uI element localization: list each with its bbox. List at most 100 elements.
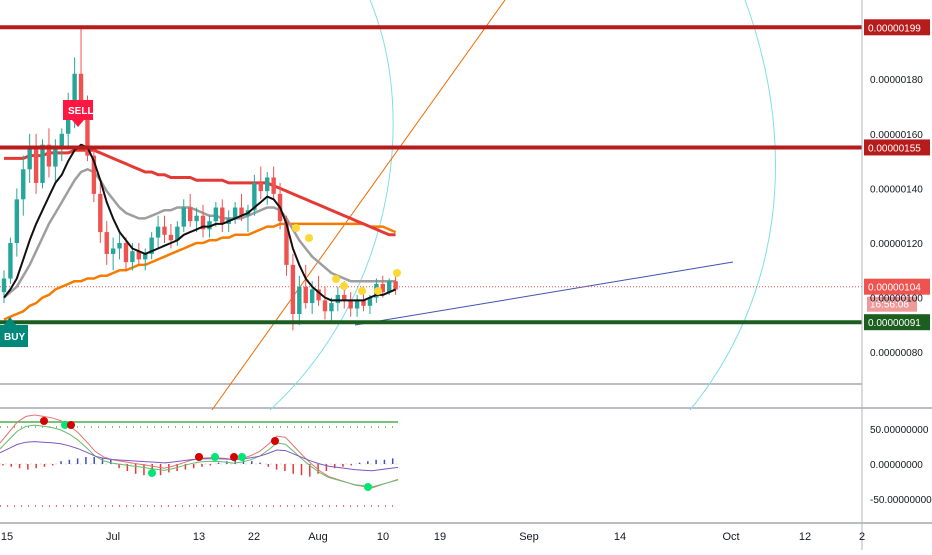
candle (354, 294, 360, 317)
candle (110, 237, 116, 271)
x-tick-label: 12 (799, 531, 811, 543)
candle-body (239, 207, 244, 216)
candle-body (303, 286, 308, 304)
candle-body (1, 278, 7, 293)
candle-body (271, 177, 276, 194)
candle (303, 264, 308, 309)
candle-body (348, 300, 353, 309)
candle-body (53, 147, 58, 167)
candle-body (155, 226, 161, 238)
fib-arc (689, 0, 776, 411)
candle (271, 166, 276, 200)
signal-dot (305, 234, 313, 242)
sell-signal-box (63, 100, 93, 120)
signal-dot (340, 282, 348, 290)
candle (200, 204, 206, 238)
osc-signal-dot (211, 453, 219, 461)
candle (335, 286, 341, 312)
oscillator-panel (0, 414, 399, 507)
current-price-label: 0.00000104 (868, 283, 921, 294)
candle-body (162, 226, 167, 235)
level-label-box (864, 19, 930, 36)
candle-body (78, 73, 84, 107)
x-tick-label: Jul (106, 531, 120, 543)
candle-body (72, 73, 77, 102)
candle (1, 270, 7, 304)
candle (14, 188, 20, 257)
candle-body (290, 264, 296, 315)
candle (194, 207, 199, 233)
candle-body (91, 155, 97, 194)
candle (322, 286, 328, 320)
candle (104, 221, 109, 265)
candle (348, 292, 353, 317)
candle (59, 128, 64, 162)
signal-dot (332, 275, 340, 283)
candle-body (98, 193, 103, 233)
trend-line-orange (211, 0, 506, 411)
buy-signal-box (0, 325, 28, 347)
candle-body (297, 286, 302, 315)
osc-signal-dot (271, 437, 279, 445)
signal-marker: BUY (0, 317, 28, 347)
x-tick-label: 22 (248, 531, 260, 543)
countdown-label: 16:56:08 (870, 300, 909, 311)
candle (316, 275, 321, 306)
level-label: 0.00000155 (868, 143, 921, 154)
candle (117, 232, 122, 260)
candle-body (232, 207, 238, 219)
signal-marker: SELL (63, 100, 94, 127)
candle (33, 133, 39, 194)
sell-signal-arrow (72, 120, 84, 127)
trend-line-blue (354, 261, 734, 326)
candle-body (194, 215, 199, 222)
osc-signal-dot (238, 453, 246, 461)
y-tick-label: 0.00000180 (870, 75, 923, 86)
candle-body (387, 281, 392, 293)
x-tick-label: 19 (434, 531, 446, 543)
osc-signal-dot (195, 453, 203, 461)
osc-signal-dot (67, 421, 75, 429)
y-tick-label: 0.00000080 (870, 348, 923, 359)
candle-body (110, 248, 116, 254)
candle (91, 147, 97, 203)
candle-body (322, 300, 328, 312)
candle-body (200, 215, 206, 230)
level-label: 0.00000199 (868, 23, 921, 34)
candle-body (149, 237, 154, 254)
signal-dot (358, 287, 366, 295)
candle (265, 172, 270, 205)
x-tick-label: 14 (614, 531, 626, 543)
candle (393, 275, 398, 295)
candle (136, 243, 142, 265)
level-label-box (864, 314, 930, 331)
candle (252, 174, 257, 216)
ma-black-line (3, 143, 397, 302)
candle (21, 155, 26, 216)
candle (220, 199, 225, 233)
candle-body (46, 144, 52, 167)
candle (27, 133, 32, 183)
candle-body (117, 243, 122, 249)
x-tick-label: Sep (519, 531, 539, 543)
osc-signal-dot (364, 483, 372, 491)
buy-signal-arrow (4, 317, 16, 325)
level-label: 0.00000091 (868, 318, 921, 329)
ma-orange-line (3, 222, 397, 321)
candle-body (213, 207, 219, 222)
x-tick-label: Oct (722, 531, 739, 543)
candle (297, 275, 302, 325)
osc-signal-dot (61, 421, 69, 429)
signal-dot (292, 224, 300, 232)
candle (329, 297, 334, 323)
buy-signal-label: BUY (4, 332, 25, 343)
candle-body (181, 207, 186, 227)
candle-body (342, 294, 347, 301)
candle-body (21, 169, 26, 200)
candle-body (104, 232, 109, 254)
